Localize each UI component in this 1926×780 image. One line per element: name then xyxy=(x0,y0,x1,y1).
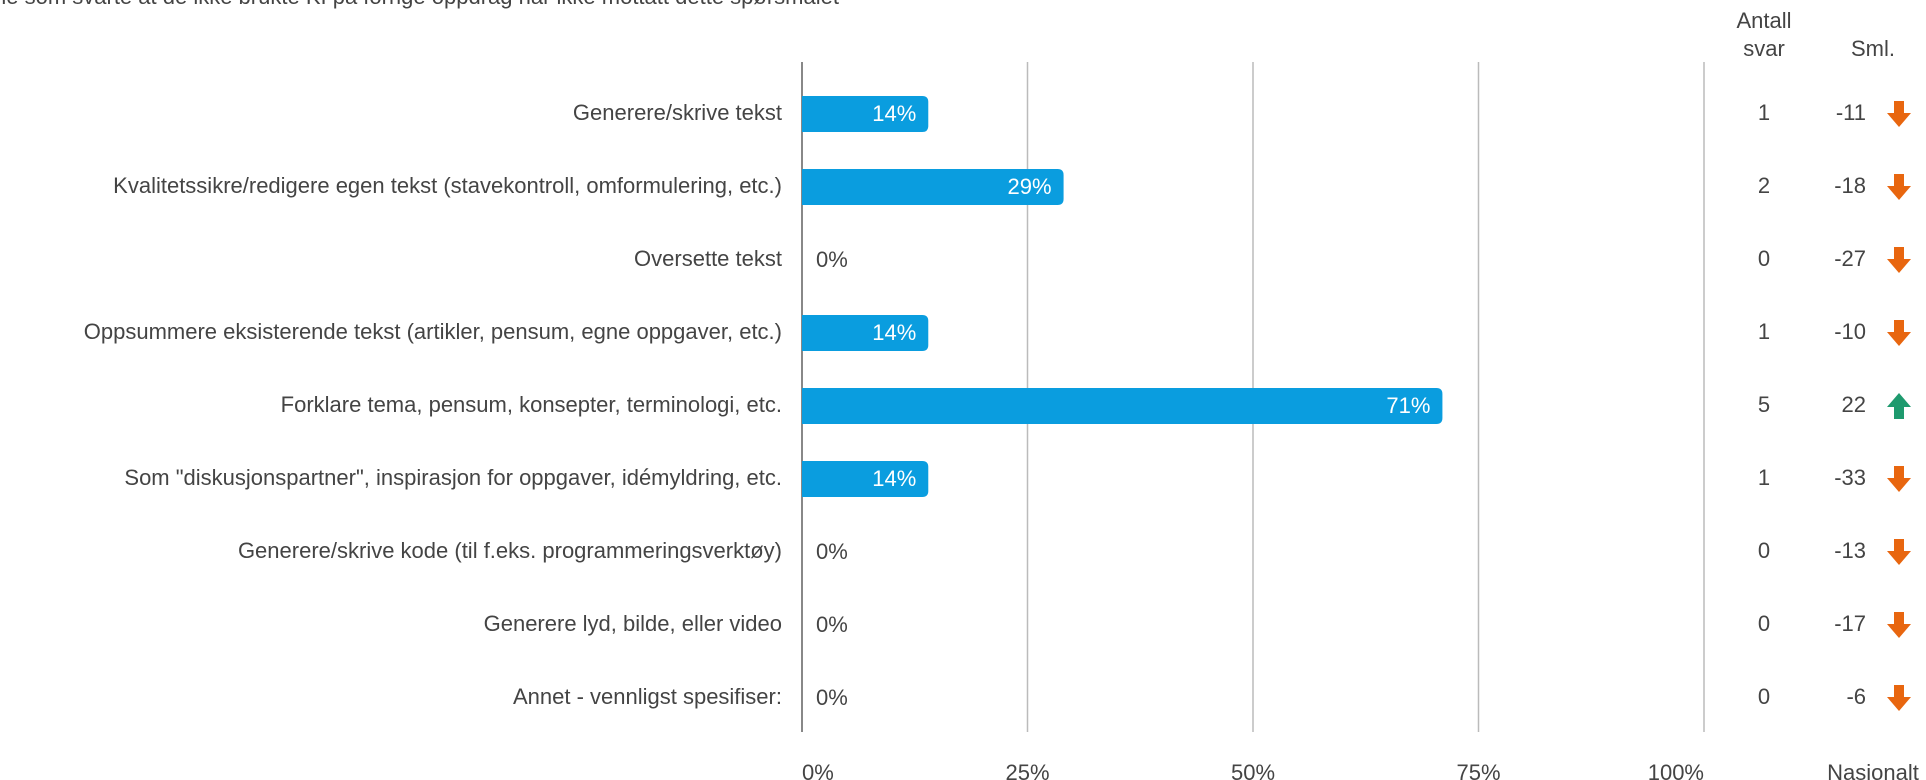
subtitle: ne som svarte at de ikke brukte KI på fo… xyxy=(0,0,839,9)
comparison-arrow xyxy=(1887,101,1911,127)
value-label: 0% xyxy=(816,685,848,710)
count: 0 xyxy=(1758,246,1770,271)
x-tick-label: 75% xyxy=(1456,760,1500,780)
category-label: Forklare tema, pensum, konsepter, termin… xyxy=(281,392,782,417)
bar xyxy=(802,315,929,351)
count-header: Antall xyxy=(1736,8,1791,33)
count: 2 xyxy=(1758,173,1770,198)
value-label: 0% xyxy=(816,539,848,564)
x-tick-label: 25% xyxy=(1005,760,1049,780)
comparison-footer: Nasjonalt xyxy=(1827,760,1919,780)
comparison-arrow xyxy=(1887,612,1911,638)
category-label: Generere/skrive kode (til f.eks. program… xyxy=(238,538,782,563)
value-label: 71% xyxy=(1386,393,1430,418)
x-tick-label: 0% xyxy=(802,760,834,780)
count: 0 xyxy=(1758,538,1770,563)
category-label: Generere lyd, bilde, eller video xyxy=(484,611,782,636)
bar xyxy=(802,96,929,132)
comparison-arrow xyxy=(1887,685,1911,711)
value-label: 29% xyxy=(1008,174,1052,199)
count: 1 xyxy=(1758,100,1770,125)
comparison: -6 xyxy=(1846,684,1866,709)
comparison-arrow xyxy=(1887,320,1911,346)
x-tick-label: 100% xyxy=(1648,760,1704,780)
value-label: 0% xyxy=(816,612,848,637)
comparison: -13 xyxy=(1834,538,1866,563)
category-label: Kvalitetssikre/redigere egen tekst (stav… xyxy=(113,173,782,198)
comparison: -27 xyxy=(1834,246,1866,271)
category-label: Annet - vennligst spesifiser: xyxy=(513,684,782,709)
value-label: 0% xyxy=(816,247,848,272)
count: 0 xyxy=(1758,684,1770,709)
comparison: -17 xyxy=(1834,611,1866,636)
comparison: 22 xyxy=(1842,392,1866,417)
value-label: 14% xyxy=(872,466,916,491)
bar xyxy=(802,388,1443,424)
comparison: -33 xyxy=(1834,465,1866,490)
count-header: svar xyxy=(1743,36,1785,61)
count: 1 xyxy=(1758,465,1770,490)
x-tick-label: 50% xyxy=(1231,760,1275,780)
comparison-arrow xyxy=(1887,174,1911,200)
category-label: Som "diskusjonspartner", inspirasjon for… xyxy=(124,465,782,490)
comparison: -11 xyxy=(1836,100,1866,125)
value-label: 14% xyxy=(872,320,916,345)
bar xyxy=(802,169,1064,205)
value-label: 14% xyxy=(872,101,916,126)
bar xyxy=(802,461,929,497)
comparison: -18 xyxy=(1834,173,1866,198)
comparison: -10 xyxy=(1834,319,1866,344)
comparison-arrow xyxy=(1887,466,1911,492)
category-label: Generere/skrive tekst xyxy=(573,100,782,125)
count: 1 xyxy=(1758,319,1770,344)
category-label: Oversette tekst xyxy=(634,246,782,271)
comparison-arrow xyxy=(1887,393,1911,419)
category-label: Oppsummere eksisterende tekst (artikler,… xyxy=(84,319,782,344)
comparison-arrow xyxy=(1887,247,1911,273)
comparison-header: Sml. xyxy=(1851,36,1895,61)
count: 5 xyxy=(1758,392,1770,417)
comparison-arrow xyxy=(1887,539,1911,565)
count: 0 xyxy=(1758,611,1770,636)
